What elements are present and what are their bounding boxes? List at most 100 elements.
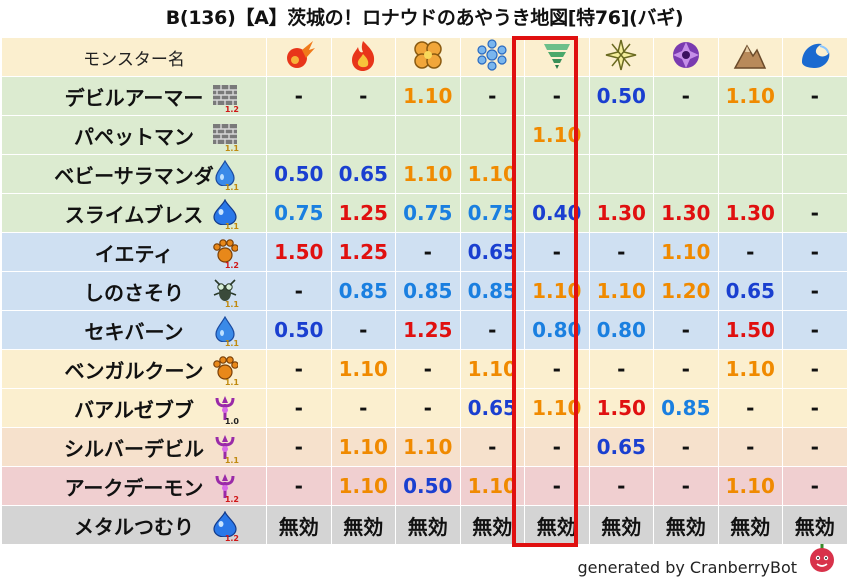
resistance-value: 無効	[396, 506, 461, 545]
resistance-value: 1.10	[525, 116, 590, 155]
resistance-value: 0.50	[267, 155, 332, 194]
monster-name-cell: デビルアーマー 1.2	[2, 77, 267, 116]
element-column-header	[783, 38, 848, 77]
resistance-value: -	[267, 77, 332, 116]
monster-name: デビルアーマー	[64, 85, 204, 110]
monster-name-cell: シルバーデビル 1.1	[2, 428, 267, 467]
monster-name-cell: スライムブレス 1.1	[2, 194, 267, 233]
resistance-value: -	[525, 77, 590, 116]
monster-name-cell: しのさそり 1.1	[2, 272, 267, 311]
resistance-value: -	[525, 350, 590, 389]
monster-row: シルバーデビル 1.1-1.10 1.10- -0.65- - -	[2, 428, 848, 467]
resistance-value: -	[589, 233, 654, 272]
resistance-value: 0.65	[331, 155, 396, 194]
monster-row: ベンガルクーン 1.1-1.10-1.10- - -1.10-	[2, 350, 848, 389]
resistance-value: -	[783, 272, 848, 311]
monster-name-cell: セキバーン 1.1	[2, 311, 267, 350]
resistance-value: -	[783, 311, 848, 350]
resistance-value: 1.10	[331, 467, 396, 506]
resistance-value: 1.10	[331, 350, 396, 389]
resistance-value: 無効	[783, 506, 848, 545]
resistance-value: 1.50	[718, 311, 783, 350]
monster-name-cell: メタルつむり 1.2	[2, 506, 267, 545]
resistance-value: -	[783, 233, 848, 272]
resistance-value: -	[460, 428, 525, 467]
resistance-value: -	[783, 428, 848, 467]
resistance-value: 1.25	[331, 233, 396, 272]
demon-trident-icon	[215, 435, 235, 459]
resistance-value: 無効	[718, 506, 783, 545]
resistance-value: 1.10	[718, 77, 783, 116]
resistance-value: -	[654, 467, 719, 506]
monster-level-label: 1.1	[224, 222, 239, 231]
brick-wall-icon	[213, 85, 237, 105]
resistance-value	[654, 155, 719, 194]
resistance-value: -	[783, 389, 848, 428]
resistance-value: -	[589, 350, 654, 389]
resistance-value: 1.30	[654, 194, 719, 233]
resistance-value	[654, 116, 719, 155]
resistance-value	[718, 155, 783, 194]
tornado-wind-icon	[543, 44, 570, 69]
resistance-value: -	[331, 77, 396, 116]
resistance-value: 0.75	[267, 194, 332, 233]
page-title: B(136)【A】茨城の！ロナウドのあやうき地図[特76](バギ)	[165, 7, 684, 29]
resistance-value: -	[525, 428, 590, 467]
resistance-value: -	[783, 350, 848, 389]
resistance-value: -	[525, 233, 590, 272]
resistance-value: 0.85	[331, 272, 396, 311]
monster-row: ベビーサラマンダ 1.1 0.50 0.65 1.10 1.10	[2, 155, 848, 194]
resistance-table: モンスター名 デビルアーマー 1.2- -1.10- -0.50-1.10- パペットマ…	[2, 38, 848, 545]
resistance-value: 0.85	[654, 389, 719, 428]
resistance-value: -	[718, 389, 783, 428]
monster-name: シルバーデビル	[64, 436, 204, 461]
monster-row: セキバーン 1.1 0.50-1.25-0.80 0.80-1.50-	[2, 311, 848, 350]
clover-explosion-icon	[414, 41, 442, 69]
water-wave-icon	[801, 43, 830, 68]
resistance-value	[783, 116, 848, 155]
monster-name-header: モンスター名	[2, 38, 267, 77]
monster-level-label: 1.0	[224, 417, 239, 426]
cranberry-bot-icon	[810, 544, 834, 572]
rock-mountain-icon	[733, 44, 767, 69]
resistance-value: 0.65	[718, 272, 783, 311]
resistance-value: 0.65	[460, 389, 525, 428]
monster-name-cell: バアルゼブブ 1.0	[2, 389, 267, 428]
resistance-value: -	[396, 389, 461, 428]
resistance-value: 1.50	[267, 233, 332, 272]
resistance-value	[396, 116, 461, 155]
paw-icon	[213, 239, 238, 263]
monster-name-cell: イエティ 1.2	[2, 233, 267, 272]
resistance-value: 無効	[589, 506, 654, 545]
resistance-value: 0.50	[396, 467, 461, 506]
monster-name: バアルゼブブ	[74, 397, 194, 422]
resistance-value	[589, 116, 654, 155]
resistance-value: -	[460, 77, 525, 116]
paw-icon	[213, 356, 238, 380]
element-column-header	[589, 38, 654, 77]
resistance-value: 無効	[331, 506, 396, 545]
resistance-value: -	[396, 233, 461, 272]
resistance-value: 0.75	[460, 194, 525, 233]
water-drop-icon	[215, 316, 235, 342]
element-column-header	[396, 38, 461, 77]
monster-level-label: 1.1	[224, 300, 239, 309]
resistance-value: 1.10	[396, 428, 461, 467]
monster-level-label: 1.1	[224, 339, 239, 348]
resistance-value: 1.25	[396, 311, 461, 350]
resistance-value: -	[654, 311, 719, 350]
resistance-value: -	[267, 467, 332, 506]
element-column-header	[460, 38, 525, 77]
demon-trident-icon	[215, 396, 235, 420]
resistance-value: 0.40	[525, 194, 590, 233]
resistance-value: 1.25	[331, 194, 396, 233]
resistance-value: 1.10	[331, 428, 396, 467]
element-column-header	[267, 38, 332, 77]
element-column-header	[331, 38, 396, 77]
monster-name: スライムブレス	[64, 202, 204, 227]
monster-row: イエティ 1.2 1.50 1.25-0.65- -1.10- -	[2, 233, 848, 272]
monster-name: パペットマン	[74, 124, 194, 149]
resistance-value: 0.80	[589, 311, 654, 350]
footer-credit: generated by CranberryBot	[577, 558, 797, 577]
resistance-value: -	[783, 467, 848, 506]
